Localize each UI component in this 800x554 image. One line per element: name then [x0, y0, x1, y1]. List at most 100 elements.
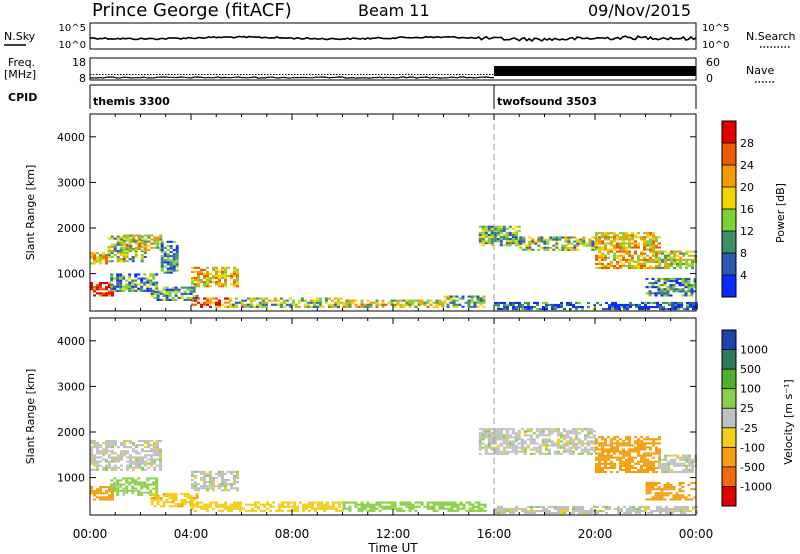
power-echo-cell — [552, 236, 556, 239]
velocity-echo-cell — [658, 462, 662, 465]
velocity-echo-cell — [670, 458, 674, 461]
velocity-echo-cell — [156, 464, 159, 467]
velocity-echo-cell — [348, 501, 352, 504]
power-echo-cell — [108, 290, 111, 293]
cpid-label: CPID — [8, 91, 37, 104]
velocity-echo-cell — [538, 434, 542, 437]
power-echo-cell — [116, 251, 120, 254]
power-echo-cell — [446, 305, 450, 308]
velocity-echo-cell — [520, 450, 524, 453]
power-echo-cell — [312, 303, 316, 306]
velocity-echo-cell — [108, 446, 111, 449]
power-echo-cell — [640, 258, 643, 261]
velocity-echo-cell — [562, 450, 566, 453]
velocity-echo-cell — [628, 454, 631, 457]
velocity-ytick-4000: 4000 — [57, 335, 85, 348]
power-echo-cell — [131, 279, 135, 282]
velocity-echo-cell — [90, 460, 93, 463]
velocity-echo-cell — [165, 499, 169, 502]
power-echo-cell — [177, 290, 181, 293]
power-echo-cell — [123, 248, 127, 251]
velocity-echo-cell — [655, 448, 658, 451]
time-tick-label: 20:00 — [578, 527, 613, 541]
power-echo-cell — [330, 305, 334, 308]
velocity-echo-cell — [509, 512, 512, 515]
power-echo-cell — [168, 294, 172, 297]
velocity-echo-cell — [523, 448, 527, 451]
power-echo-cell — [160, 255, 164, 258]
power-echo-cell — [604, 258, 607, 261]
power-echo-cell — [549, 246, 553, 249]
velocity-echo-cell — [438, 507, 442, 510]
power-echo-cell — [616, 260, 619, 263]
power-echo-cell — [122, 287, 126, 290]
velocity-echo-cell — [138, 466, 141, 469]
power-echo-cell — [628, 260, 631, 263]
power-echo-cell — [629, 301, 632, 304]
velocity-echo-cell — [663, 494, 667, 497]
velocity-echo-cell — [652, 471, 655, 474]
velocity-echo-cell — [514, 436, 518, 439]
power-echo-cell — [686, 308, 689, 311]
power-echo-cell — [150, 290, 154, 293]
velocity-echo-cell — [447, 501, 451, 504]
power-echo-cell — [595, 244, 598, 247]
power-echo-cell — [160, 244, 164, 247]
velocity-echo-cell — [508, 442, 512, 445]
velocity-echo-cell — [598, 458, 601, 461]
velocity-echo-cell — [155, 481, 159, 484]
power-echo-cell — [312, 305, 316, 308]
power-echo-cell — [588, 242, 592, 245]
power-echo-cell — [497, 308, 500, 311]
velocity-echo-cell — [691, 471, 695, 474]
velocity-echo-cell — [194, 470, 197, 473]
power-echo-cell — [652, 254, 655, 257]
velocity-echo-cell — [212, 507, 215, 510]
velocity-echo-cell — [135, 462, 138, 465]
velocity-echo-cell — [138, 444, 141, 447]
velocity-echo-cell — [508, 444, 512, 447]
power-echo-cell — [330, 303, 334, 306]
power-echo-cell — [209, 301, 212, 304]
velocity-echo-cell — [269, 503, 272, 506]
velocity-echo-cell — [224, 505, 227, 508]
power-echo-cell — [149, 275, 153, 278]
power-echo-cell — [438, 303, 442, 306]
velocity-echo-cell — [645, 490, 649, 493]
velocity-echo-cell — [156, 444, 159, 447]
power-echo-cell — [172, 257, 176, 260]
power-echo-cell — [282, 305, 286, 308]
power-echo-cell — [668, 303, 671, 306]
power-echo-cell — [129, 246, 133, 249]
velocity-echo-cell — [604, 456, 607, 459]
power-echo-cell — [390, 301, 394, 304]
power-echo-cell — [648, 290, 652, 293]
velocity-echo-cell — [143, 491, 147, 494]
power-echo-cell — [499, 242, 503, 245]
power-echo-cell — [607, 264, 610, 267]
velocity-echo-cell — [665, 505, 668, 508]
velocity-echo-cell — [102, 466, 105, 469]
power-echo-cell — [200, 270, 203, 273]
power-echo-cell — [693, 286, 697, 289]
velocity-colorbar-tick: 100 — [740, 383, 761, 396]
velocity-echo-cell — [150, 440, 153, 443]
velocity-echo-cell — [523, 452, 527, 455]
power-echo-cell — [531, 240, 535, 243]
power-echo-cell — [499, 227, 503, 230]
velocity-echo-cell — [131, 485, 135, 488]
velocity-echo-cell — [138, 458, 141, 461]
velocity-echo-cell — [652, 456, 655, 459]
power-echo-cell — [279, 301, 283, 304]
power-echo-cell — [554, 306, 557, 309]
power-echo-cell — [134, 251, 138, 254]
power-echo-cell — [484, 233, 488, 236]
velocity-echo-cell — [221, 485, 224, 488]
power-echo-cell — [171, 286, 175, 289]
velocity-echo-cell — [144, 454, 147, 457]
power-echo-cell — [153, 240, 157, 243]
power-echo-cell — [613, 264, 616, 267]
velocity-echo-cell — [147, 466, 150, 469]
velocity-echo-cell — [652, 464, 655, 467]
power-echo-cell — [536, 308, 539, 311]
